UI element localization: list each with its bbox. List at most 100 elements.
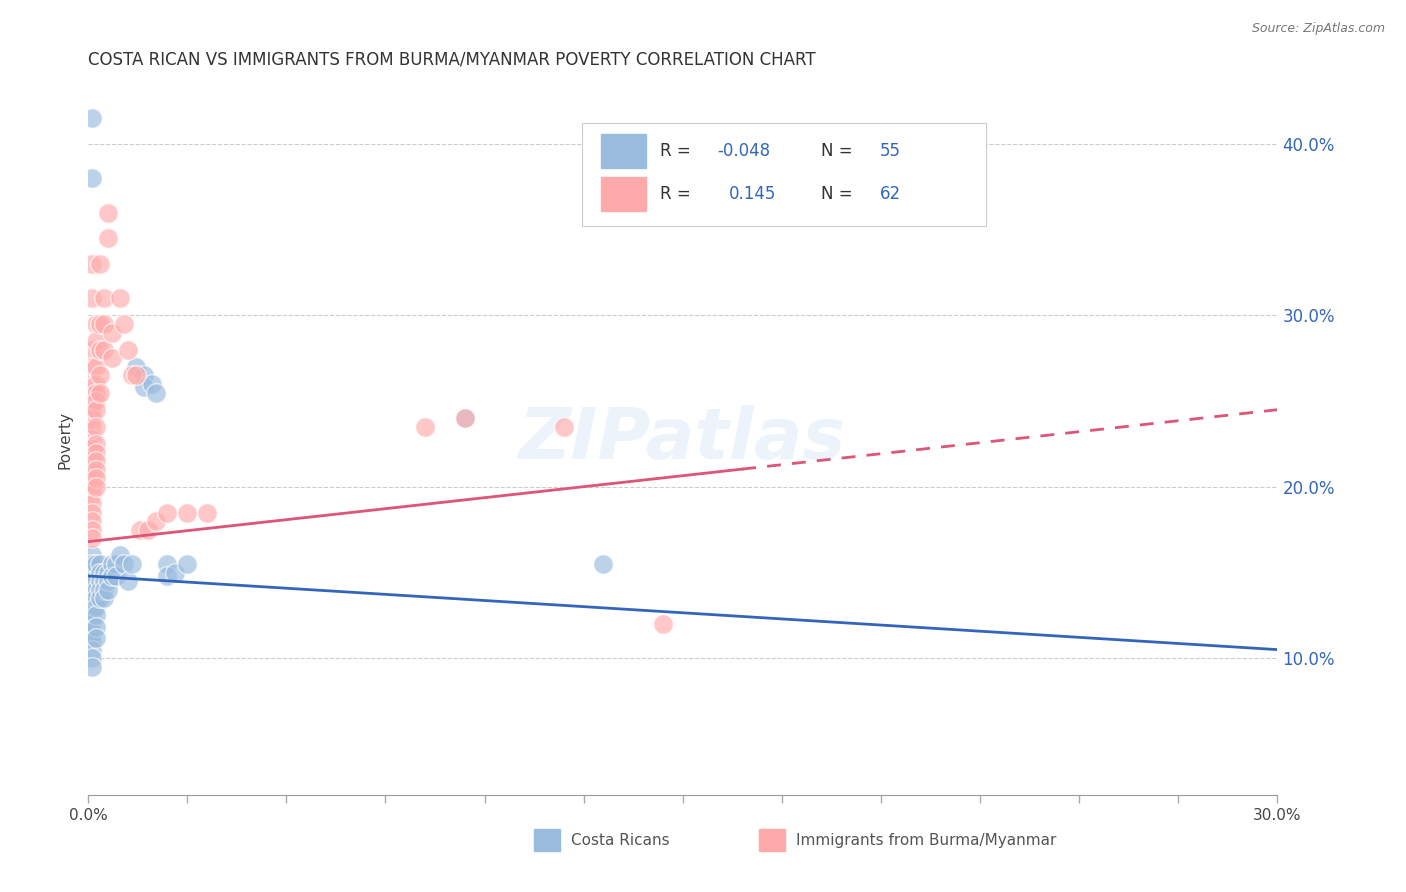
Point bbox=[82, 506, 104, 520]
Point bbox=[97, 231, 120, 245]
Point bbox=[93, 317, 115, 331]
Text: N =: N = bbox=[821, 142, 858, 160]
Point bbox=[89, 566, 111, 580]
Point bbox=[82, 582, 104, 597]
Point bbox=[104, 557, 127, 571]
Point bbox=[84, 591, 107, 606]
Point bbox=[82, 291, 104, 305]
Point bbox=[82, 377, 104, 392]
Point bbox=[128, 523, 150, 537]
Point bbox=[117, 574, 139, 588]
Point bbox=[82, 659, 104, 673]
Point bbox=[82, 171, 104, 186]
Point bbox=[82, 112, 104, 126]
Point bbox=[652, 616, 675, 631]
Point bbox=[176, 506, 198, 520]
Point bbox=[93, 291, 115, 305]
Point bbox=[101, 326, 124, 340]
Point bbox=[82, 454, 104, 468]
Text: ZIPatlas: ZIPatlas bbox=[519, 405, 846, 475]
Point bbox=[93, 343, 115, 357]
Point bbox=[89, 582, 111, 597]
Point bbox=[176, 557, 198, 571]
Point bbox=[101, 557, 124, 571]
Point bbox=[82, 257, 104, 271]
Point bbox=[89, 257, 111, 271]
Point bbox=[82, 634, 104, 648]
Point bbox=[108, 549, 131, 563]
Text: N =: N = bbox=[821, 185, 858, 202]
Point bbox=[454, 411, 477, 425]
Text: 62: 62 bbox=[880, 185, 901, 202]
Point bbox=[101, 351, 124, 366]
Point bbox=[82, 557, 104, 571]
Point bbox=[112, 317, 135, 331]
Point bbox=[82, 480, 104, 494]
Point bbox=[165, 566, 187, 580]
Point bbox=[82, 488, 104, 502]
Point bbox=[84, 385, 107, 400]
Point bbox=[84, 463, 107, 477]
Text: R =: R = bbox=[661, 142, 696, 160]
Text: Costa Ricans: Costa Ricans bbox=[571, 833, 669, 848]
Bar bbox=[600, 177, 645, 211]
Point bbox=[84, 377, 107, 392]
Point bbox=[82, 651, 104, 665]
Point bbox=[84, 608, 107, 623]
Text: Immigrants from Burma/Myanmar: Immigrants from Burma/Myanmar bbox=[796, 833, 1056, 848]
Text: R =: R = bbox=[661, 185, 696, 202]
Point bbox=[84, 582, 107, 597]
Point bbox=[89, 343, 111, 357]
Point bbox=[84, 480, 107, 494]
Text: -0.048: -0.048 bbox=[717, 142, 770, 160]
Point bbox=[82, 359, 104, 374]
Point bbox=[104, 569, 127, 583]
Point bbox=[136, 523, 159, 537]
Point bbox=[82, 574, 104, 588]
Point bbox=[84, 454, 107, 468]
Text: 55: 55 bbox=[880, 142, 901, 160]
Point bbox=[84, 420, 107, 434]
Point bbox=[89, 591, 111, 606]
Point bbox=[82, 471, 104, 485]
Point bbox=[156, 506, 179, 520]
Point bbox=[89, 574, 111, 588]
Point bbox=[553, 420, 575, 434]
Point bbox=[117, 343, 139, 357]
Point bbox=[84, 359, 107, 374]
Point bbox=[156, 557, 179, 571]
Point bbox=[112, 557, 135, 571]
Point bbox=[82, 463, 104, 477]
Point bbox=[84, 394, 107, 409]
Point bbox=[93, 574, 115, 588]
Point bbox=[413, 420, 436, 434]
Point bbox=[156, 569, 179, 583]
Point bbox=[97, 574, 120, 588]
Point bbox=[97, 566, 120, 580]
Point bbox=[82, 497, 104, 511]
Point bbox=[82, 432, 104, 446]
Point bbox=[89, 557, 111, 571]
Point bbox=[82, 420, 104, 434]
Point bbox=[97, 205, 120, 219]
Point bbox=[121, 557, 143, 571]
Point bbox=[132, 368, 155, 383]
Point bbox=[82, 625, 104, 640]
Point bbox=[82, 411, 104, 425]
Y-axis label: Poverty: Poverty bbox=[58, 410, 72, 468]
Point bbox=[84, 557, 107, 571]
Point bbox=[82, 531, 104, 545]
Point bbox=[84, 631, 107, 645]
Point bbox=[82, 343, 104, 357]
Point bbox=[84, 445, 107, 459]
Point bbox=[82, 566, 104, 580]
Point bbox=[82, 608, 104, 623]
Point bbox=[145, 385, 167, 400]
Point bbox=[84, 574, 107, 588]
Point bbox=[82, 514, 104, 528]
Point bbox=[82, 549, 104, 563]
Text: Source: ZipAtlas.com: Source: ZipAtlas.com bbox=[1251, 22, 1385, 36]
Point bbox=[125, 359, 148, 374]
Point bbox=[84, 599, 107, 614]
Point bbox=[89, 317, 111, 331]
